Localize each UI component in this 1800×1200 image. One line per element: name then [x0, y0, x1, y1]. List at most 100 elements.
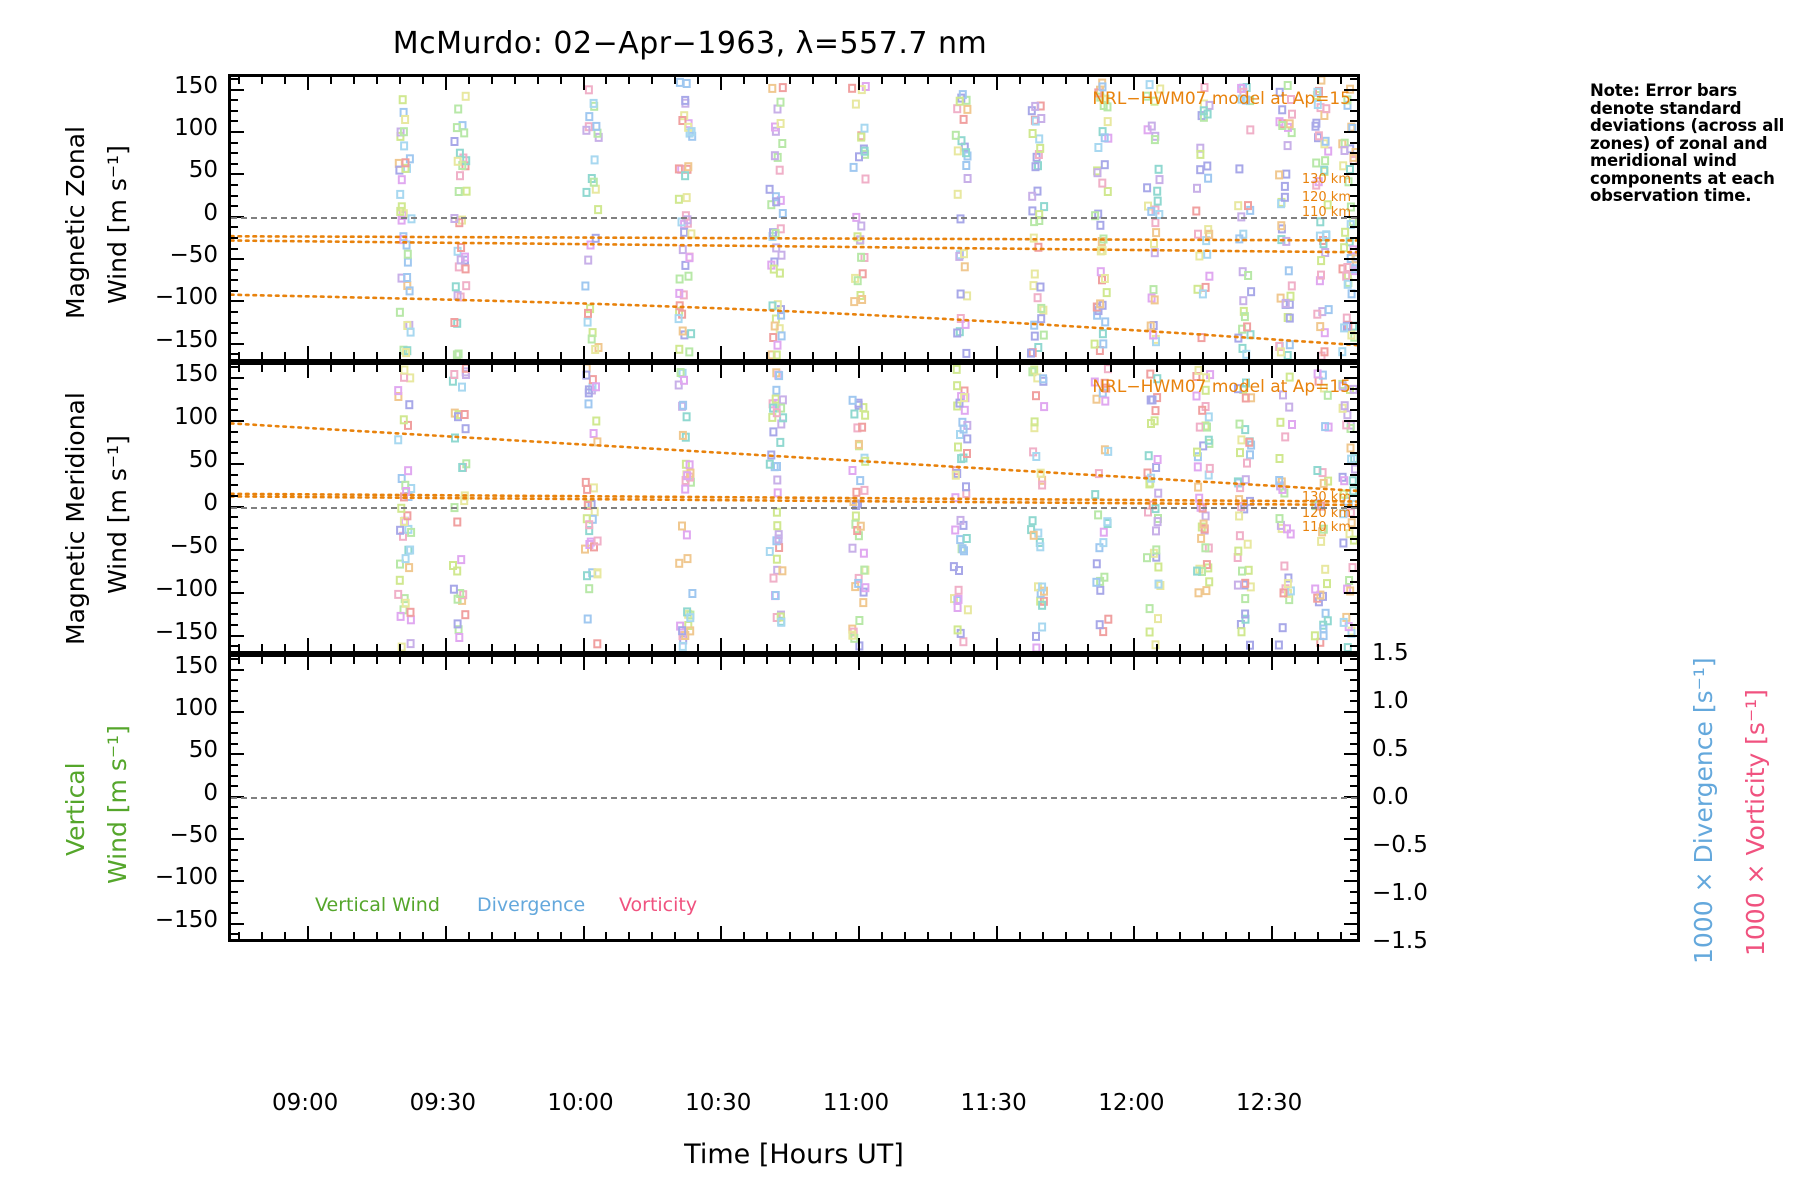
- x-tick: [375, 77, 378, 84]
- data-point: [1318, 307, 1327, 317]
- x-tick: [536, 657, 539, 664]
- x-tick: [1018, 657, 1021, 664]
- data-point: [1283, 313, 1292, 322]
- data-point: [1198, 567, 1206, 576]
- x-tick: [582, 638, 585, 651]
- data-point: [453, 619, 462, 629]
- x-tick: [1133, 926, 1136, 939]
- x-tick: [261, 644, 264, 651]
- y-tick: [231, 891, 238, 894]
- zero-reference-line: [231, 506, 1357, 509]
- y-axis-title-meridional-line2: Wind [m s⁻¹]: [103, 435, 132, 595]
- data-point: [684, 621, 693, 630]
- data-point: [1101, 317, 1110, 327]
- data-point: [1235, 495, 1244, 505]
- data-point: [1246, 330, 1255, 340]
- data-point: [394, 158, 403, 168]
- data-point: [770, 462, 779, 472]
- y-tick: [1350, 774, 1357, 777]
- y-tick: [231, 473, 238, 476]
- x-tick-label: 10:00: [547, 1090, 614, 1116]
- x-tick: [490, 932, 493, 939]
- data-point: [960, 386, 969, 396]
- y-tick: [231, 933, 238, 936]
- x-tick: [284, 932, 287, 939]
- data-point: [584, 308, 592, 318]
- data-point: [453, 290, 462, 300]
- x-tick: [1294, 365, 1297, 372]
- y-tick: [1344, 753, 1357, 756]
- data-point: [678, 430, 687, 440]
- y-tick: [1344, 88, 1357, 91]
- y-tick: [231, 162, 238, 165]
- data-point: [453, 318, 462, 328]
- data-point: [951, 525, 960, 535]
- data-point: [584, 122, 593, 132]
- x-tick: [926, 644, 929, 651]
- data-point: [1319, 478, 1328, 488]
- data-point: [1096, 267, 1105, 277]
- data-point: [683, 554, 692, 564]
- data-point: [772, 613, 781, 622]
- data-point: [1288, 109, 1296, 119]
- y-tick: [1350, 441, 1357, 444]
- data-point: [1102, 288, 1111, 298]
- data-point: [853, 232, 862, 242]
- x-tick: [1133, 77, 1136, 90]
- x-tick: [674, 365, 677, 372]
- x-tick: [972, 77, 975, 84]
- data-point: [1317, 351, 1326, 359]
- data-point: [1200, 524, 1209, 534]
- data-point: [1037, 314, 1046, 324]
- data-point: [582, 187, 591, 197]
- y-tick: [231, 880, 244, 883]
- data-point: [778, 566, 787, 576]
- data-point: [1321, 608, 1330, 618]
- x-tick: [353, 77, 356, 84]
- data-point: [851, 511, 860, 521]
- data-point: [1205, 577, 1214, 587]
- data-point: [1323, 579, 1331, 589]
- data-point: [1151, 218, 1160, 228]
- data-point: [771, 192, 780, 202]
- data-point: [582, 514, 591, 524]
- data-point: [400, 372, 408, 382]
- data-point: [1195, 564, 1204, 574]
- data-point: [462, 186, 471, 196]
- data-point: [1278, 623, 1287, 633]
- data-point: [1246, 582, 1255, 592]
- x-tick: [835, 932, 838, 939]
- y-tick: [1350, 452, 1357, 455]
- data-point: [1349, 321, 1357, 331]
- data-point: [1037, 114, 1046, 123]
- x-tick: [949, 644, 952, 651]
- data-point: [458, 382, 466, 392]
- data-point: [775, 543, 784, 552]
- y-tick: [231, 387, 238, 390]
- data-point: [850, 297, 859, 307]
- data-point: [404, 466, 413, 476]
- data-point: [458, 121, 467, 131]
- data-point: [1098, 78, 1107, 88]
- data-point: [688, 589, 697, 598]
- x-tick-label: 09:00: [271, 1090, 339, 1116]
- x-tick: [284, 352, 287, 359]
- data-point: [404, 420, 412, 430]
- y-tick: [231, 332, 238, 335]
- data-point: [861, 565, 870, 575]
- x-tick: [880, 932, 883, 939]
- data-point: [1240, 580, 1249, 590]
- data-point: [1235, 531, 1244, 541]
- x-tick: [1271, 77, 1274, 90]
- y-tick: [231, 838, 244, 841]
- data-point: [461, 610, 470, 620]
- data-point: [590, 155, 599, 165]
- x-tick: [857, 365, 860, 378]
- x-tick: [375, 657, 378, 664]
- data-point: [776, 437, 785, 447]
- x-tick: [880, 365, 883, 372]
- data-point: [1149, 321, 1158, 330]
- data-point: [953, 596, 962, 605]
- y-tick: [231, 78, 238, 81]
- x-tick: [1248, 657, 1251, 664]
